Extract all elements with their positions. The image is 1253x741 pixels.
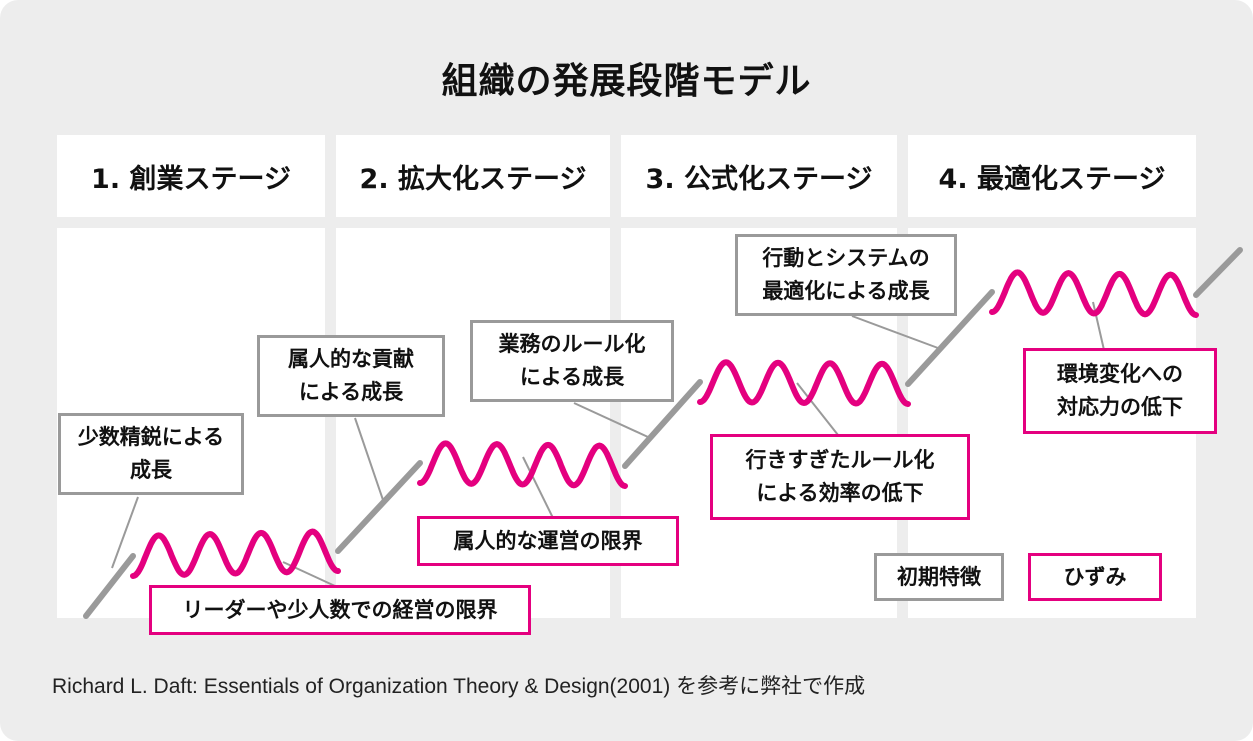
leader-growth-2 bbox=[354, 417, 384, 501]
annotation-limit-2: 属人的な運営の限界 bbox=[417, 516, 679, 566]
leader-limit-4 bbox=[1092, 301, 1105, 351]
annotation-limit-3: 行きすぎたルール化 による効率の低下 bbox=[710, 434, 970, 520]
diagram-title: 組織の発展段階モデル bbox=[441, 61, 812, 102]
stage-header-4: 4. 最適化ステージ bbox=[908, 135, 1196, 217]
distortion-wave-4 bbox=[989, 269, 1199, 318]
annotation-growth-4: 行動とシステムの 最適化による成長 bbox=[735, 234, 957, 316]
leader-limit-3 bbox=[796, 382, 839, 436]
legend-initial: 初期特徴 bbox=[874, 553, 1004, 601]
growth-line-2 bbox=[335, 460, 423, 554]
stage-header-2: 2. 拡大化ステージ bbox=[336, 135, 610, 217]
leader-limit-2 bbox=[522, 456, 554, 519]
growth-line-3 bbox=[622, 379, 703, 469]
growth-line-1 bbox=[83, 553, 136, 619]
legend-distortion: ひずみ bbox=[1028, 553, 1162, 601]
leader-growth-1 bbox=[111, 496, 139, 569]
leader-growth-4 bbox=[851, 315, 939, 349]
distortion-wave-1 bbox=[130, 528, 341, 579]
stage-header-1: 1. 創業ステージ bbox=[57, 135, 325, 217]
annotation-limit-1: リーダーや少人数での経営の限界 bbox=[149, 585, 531, 635]
growth-line-4 bbox=[905, 289, 995, 387]
growth-line-5 bbox=[1193, 247, 1243, 298]
source-note: Richard L. Daft: Essentials of Organizat… bbox=[52, 675, 866, 698]
annotation-growth-3: 業務のルール化 による成長 bbox=[470, 320, 674, 402]
stage-header-3: 3. 公式化ステージ bbox=[621, 135, 897, 217]
distortion-wave-2 bbox=[417, 440, 628, 489]
annotation-growth-2: 属人的な貢献 による成長 bbox=[257, 335, 445, 417]
annotation-growth-1: 少数精鋭による 成長 bbox=[58, 413, 244, 495]
leader-growth-3 bbox=[573, 402, 649, 438]
annotation-limit-4: 環境変化への 対応力の低下 bbox=[1023, 348, 1217, 434]
distortion-wave-3 bbox=[697, 359, 911, 407]
